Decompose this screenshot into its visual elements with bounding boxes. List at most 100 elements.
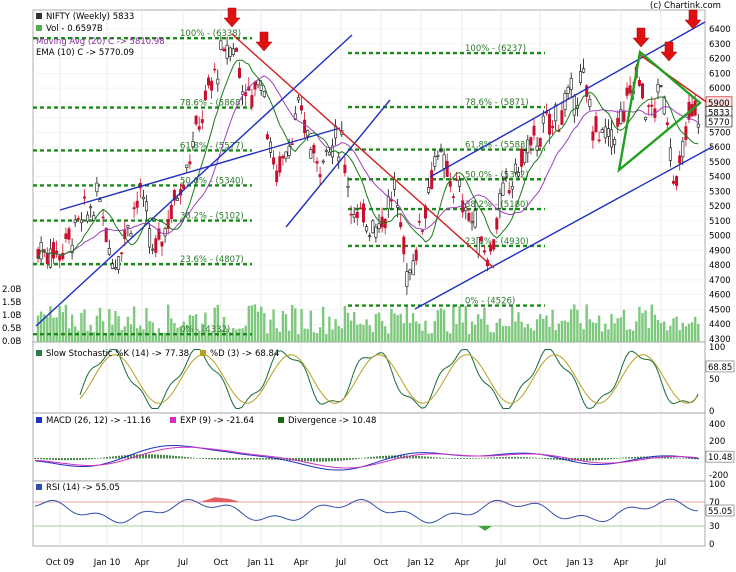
blue-trendline-4 — [429, 21, 706, 178]
volume-bar — [436, 310, 440, 342]
candle-body — [104, 227, 108, 243]
volume-bar — [263, 313, 266, 342]
volume-bar — [641, 312, 644, 342]
volume-bar — [315, 333, 319, 342]
volume-bar — [613, 323, 616, 342]
candle-body — [662, 96, 666, 115]
x-tick-15: Jul — [655, 558, 666, 568]
rsi-overbought-fill — [200, 497, 240, 502]
volume-bar — [132, 306, 136, 342]
volume-bar — [458, 306, 461, 342]
macd-divergence-bar — [589, 458, 591, 461]
volume-bar — [517, 312, 520, 342]
macd-divergence-bar — [43, 458, 45, 460]
fib-mid-label-2: 61.8% - (5583) — [465, 141, 529, 151]
volume-bar — [219, 329, 223, 342]
candle-body — [182, 184, 186, 190]
macd-divergence-bar — [58, 458, 60, 460]
macd-divergence-bar — [334, 458, 336, 462]
macd-divergence-bar — [451, 458, 453, 459]
volume-bar — [427, 333, 430, 342]
fib-mid-label-5: 23.6% - (4930) — [465, 237, 529, 247]
candle-body — [609, 129, 613, 148]
macd-divergence-bar — [526, 457, 528, 459]
macd-divergence-bar — [439, 457, 441, 459]
volume-bar — [188, 314, 192, 342]
macd-divergence-bar — [145, 454, 147, 459]
macd-divergence-bar — [373, 456, 375, 459]
volume-bar — [604, 323, 607, 342]
fib-left-label-5: 23.6% - (4807) — [180, 255, 244, 265]
volume-bar — [185, 325, 188, 342]
volume-bar — [145, 308, 148, 342]
macd-panel-frame — [32, 412, 706, 482]
candle-body — [572, 96, 576, 116]
macd-divergence-bar — [244, 458, 246, 460]
volume-bar — [690, 322, 694, 342]
candle-body — [45, 252, 49, 265]
stoch-marker: 68.85 — [708, 363, 732, 373]
macd-divergence-bar — [661, 456, 663, 459]
macd-divergence-bar — [133, 454, 135, 459]
candle-body — [284, 151, 288, 159]
volume-bar — [644, 310, 647, 342]
stoch-d-label: %D (3) -> 68.84 — [210, 349, 279, 359]
candle-body — [681, 140, 685, 158]
stoch-k-label: Slow Stochastic %K (14) -> 77.38 — [46, 349, 189, 359]
volume-bar — [49, 306, 52, 342]
macd-divergence-bar — [691, 458, 693, 460]
volume-bar — [684, 326, 688, 342]
candle-body — [495, 218, 499, 230]
candle-body — [92, 215, 96, 221]
macd-divergence-bar — [82, 458, 84, 460]
macd-divergence-bar — [190, 457, 192, 459]
candle-body — [95, 182, 99, 192]
macd-tick-3: -200 — [709, 471, 728, 481]
volume-bar — [411, 313, 415, 342]
candle-body — [461, 200, 465, 213]
volume-bar — [672, 318, 675, 342]
volume-bar — [619, 317, 622, 342]
candle-body — [315, 161, 319, 164]
volume-bar — [455, 324, 458, 342]
candle-body — [352, 213, 356, 218]
macd-divergence-bar — [622, 457, 624, 459]
candle-body — [145, 201, 149, 212]
candle-body — [107, 248, 111, 255]
volume-bar — [225, 328, 229, 342]
candle-body — [55, 250, 59, 254]
candle-body — [76, 217, 80, 220]
macd-divergence-bar — [583, 458, 585, 461]
volume-bar — [297, 333, 300, 342]
ma20-label: Moving Avg (20) C -> 5810.98 — [36, 37, 165, 47]
candle-body — [268, 141, 272, 153]
candle-body — [541, 115, 545, 124]
volume-bar — [523, 327, 526, 342]
candle-body — [67, 228, 71, 240]
macd-divergence-bar — [619, 457, 621, 459]
candle-body — [132, 207, 136, 210]
candle-body — [566, 86, 570, 94]
macd-divergence-bar — [466, 458, 468, 459]
macd-label: MACD (26, 12) -> -11.16 — [46, 416, 151, 426]
macd-divergence-bar — [100, 457, 102, 459]
volume-bar — [402, 323, 405, 342]
candle-body — [414, 249, 418, 261]
candle-body — [684, 126, 688, 141]
volume-bar — [160, 332, 164, 342]
candle-body — [324, 149, 328, 152]
macd-divergence-bar — [421, 456, 423, 459]
macd-swatch — [36, 417, 42, 423]
candle-body — [489, 244, 493, 252]
rsi-label: RSI (14) -> 55.05 — [46, 483, 120, 493]
candle-body — [250, 95, 254, 108]
volume-tick-3: 0.5B — [2, 324, 22, 334]
macd-divergence-bar — [274, 458, 276, 460]
candle-body — [594, 116, 598, 132]
price-tick-4300: 4300 — [709, 335, 731, 345]
volume-bar — [697, 324, 700, 342]
candle-body — [222, 48, 226, 52]
red-arrow-1 — [255, 31, 273, 52]
volume-bar — [579, 323, 582, 342]
